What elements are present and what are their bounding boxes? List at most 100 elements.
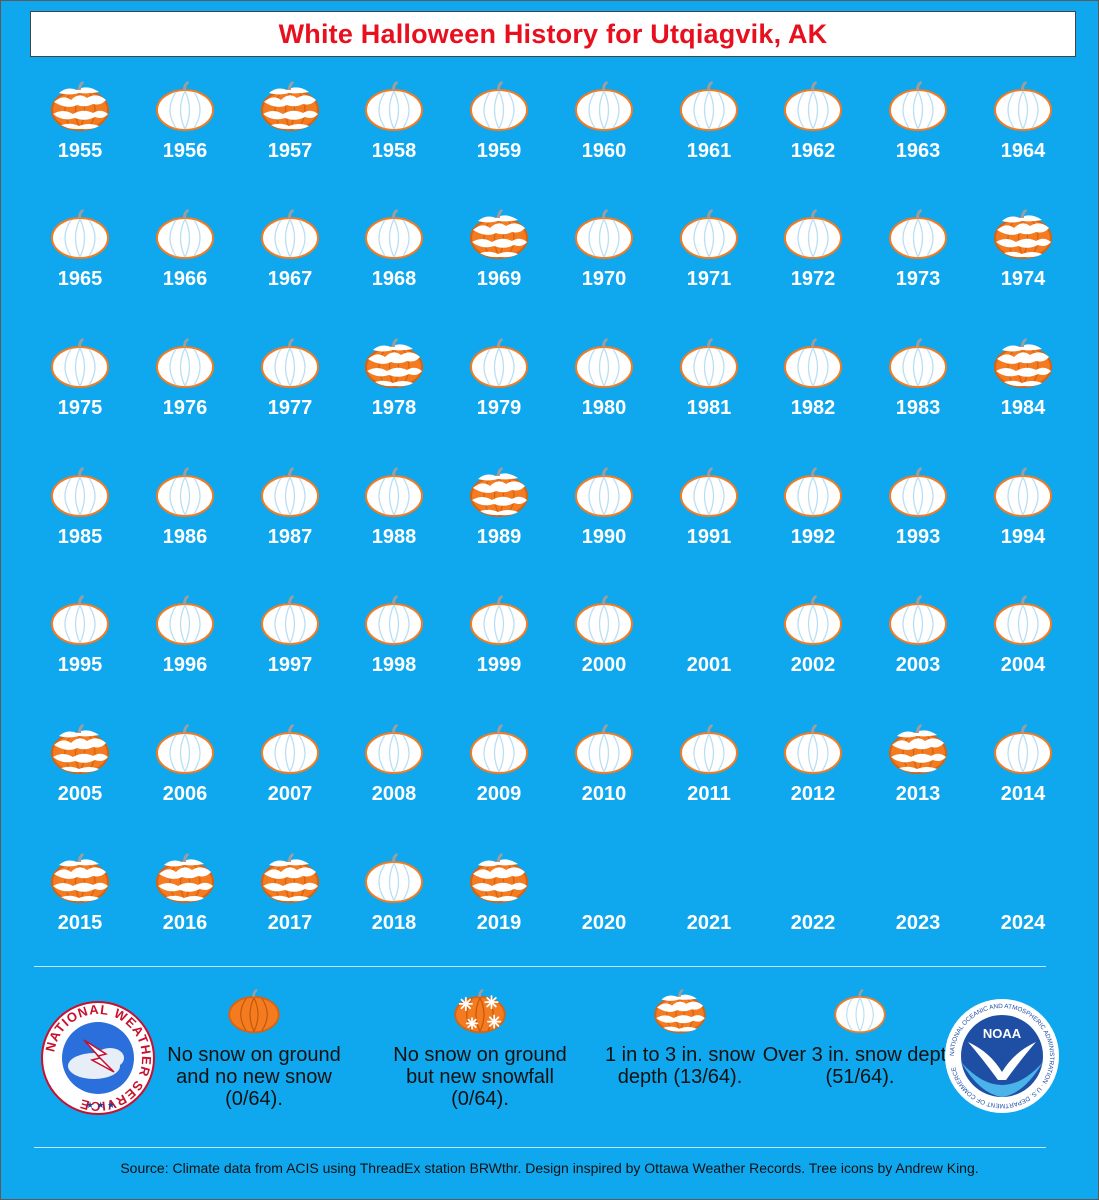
- legend-label: 1 in to 3 in. snow depth (13/64).: [604, 1044, 756, 1088]
- pumpkin-white-icon: [470, 338, 528, 388]
- pumpkin-orange-icon: [228, 988, 280, 1034]
- pumpkin-partial-snow-icon: [51, 724, 109, 774]
- pumpkin-white-icon: [834, 988, 886, 1034]
- year-label: 2004: [1000, 654, 1046, 676]
- pumpkin-white-icon: [575, 209, 633, 259]
- noaa-logo: NOAA NATIONAL OCEANIC AND ATMOSPHERIC AD…: [944, 998, 1060, 1114]
- year-label: 1984: [1000, 397, 1046, 419]
- year-label: 1979: [476, 397, 522, 419]
- year-cell: 2011: [659, 723, 759, 833]
- year-cell: 1991: [659, 466, 759, 576]
- year-cell: 2023: [868, 852, 968, 962]
- year-label: 2008: [371, 783, 417, 805]
- year-cell: 1993: [868, 466, 968, 576]
- year-cell: 1983: [868, 337, 968, 447]
- pumpkin-white-icon: [784, 209, 842, 259]
- year-cell: 1961: [659, 80, 759, 190]
- year-label: 1960: [581, 140, 627, 162]
- pumpkin-white-icon: [680, 724, 738, 774]
- year-label: 1972: [790, 268, 836, 290]
- year-label: 1998: [371, 654, 417, 676]
- year-cell: 2017: [240, 852, 340, 962]
- year-label: 1980: [581, 397, 627, 419]
- year-cell: 1980: [554, 337, 654, 447]
- pumpkin-white-icon: [365, 595, 423, 645]
- pumpkin-white-icon: [51, 467, 109, 517]
- year-cell: 1989: [449, 466, 549, 576]
- year-label: 1968: [371, 268, 417, 290]
- year-label: 1961: [686, 140, 732, 162]
- pumpkin-white-icon: [889, 467, 947, 517]
- year-cell: 1964: [973, 80, 1073, 190]
- year-cell: 2004: [973, 594, 1073, 704]
- pumpkin-white-icon: [156, 338, 214, 388]
- year-label: 1988: [371, 526, 417, 548]
- year-label: 1969: [476, 268, 522, 290]
- legend-label: No snow on ground and no new snow (0/64)…: [167, 1044, 341, 1110]
- legend-label: Over 3 in. snow depth (51/64).: [762, 1044, 958, 1088]
- year-label: 2014: [1000, 783, 1046, 805]
- pumpkin-white-icon: [365, 81, 423, 131]
- pumpkin-white-icon: [156, 209, 214, 259]
- year-label: 2006: [162, 783, 208, 805]
- year-label: 2021: [686, 912, 732, 934]
- year-label: 2017: [267, 912, 313, 934]
- year-label: 1974: [1000, 268, 1046, 290]
- year-cell: 2018: [344, 852, 444, 962]
- year-cell: 1972: [763, 208, 863, 318]
- pumpkin-white-icon: [784, 81, 842, 131]
- year-label: 1986: [162, 526, 208, 548]
- year-cell: 1960: [554, 80, 654, 190]
- pumpkin-white-icon: [994, 81, 1052, 131]
- year-label: 1963: [895, 140, 941, 162]
- year-label: 1985: [57, 526, 103, 548]
- pumpkin-partial-snow-icon: [156, 853, 214, 903]
- year-cell: 1962: [763, 80, 863, 190]
- pumpkin-white-icon: [575, 467, 633, 517]
- pumpkin-white-icon: [575, 81, 633, 131]
- year-cell: 2006: [135, 723, 235, 833]
- pumpkin-white-icon: [156, 595, 214, 645]
- pumpkin-white-icon: [680, 209, 738, 259]
- year-label: 1992: [790, 526, 836, 548]
- pumpkin-white-icon: [889, 209, 947, 259]
- year-cell: 1956: [135, 80, 235, 190]
- year-label: 1990: [581, 526, 627, 548]
- pumpkin-white-icon: [889, 595, 947, 645]
- pumpkin-white-icon: [575, 338, 633, 388]
- year-cell: 1978: [344, 337, 444, 447]
- year-label: 1994: [1000, 526, 1046, 548]
- pumpkin-white-icon: [575, 595, 633, 645]
- year-label: 1959: [476, 140, 522, 162]
- year-cell: 1955: [30, 80, 130, 190]
- year-label: 1991: [686, 526, 732, 548]
- year-cell: 1988: [344, 466, 444, 576]
- pumpkin-white-icon: [261, 595, 319, 645]
- year-label: 2002: [790, 654, 836, 676]
- year-cell: 2014: [973, 723, 1073, 833]
- year-cell: 2001: [659, 594, 759, 704]
- year-label: 1956: [162, 140, 208, 162]
- year-label: 1965: [57, 268, 103, 290]
- year-label: 2003: [895, 654, 941, 676]
- year-cell: 1977: [240, 337, 340, 447]
- year-cell: 2002: [763, 594, 863, 704]
- year-cell: 2012: [763, 723, 863, 833]
- year-cell: 2015: [30, 852, 130, 962]
- noaa-logo-text: NOAA: [983, 1026, 1022, 1041]
- pumpkin-white-icon: [51, 595, 109, 645]
- pumpkin-white-icon: [784, 595, 842, 645]
- pumpkin-white-icon: [470, 595, 528, 645]
- year-label: 1993: [895, 526, 941, 548]
- year-cell: 1982: [763, 337, 863, 447]
- pumpkin-partial-snow-icon: [994, 338, 1052, 388]
- year-label: 1997: [267, 654, 313, 676]
- pumpkin-white-icon: [680, 467, 738, 517]
- year-label: 2010: [581, 783, 627, 805]
- year-label: 1995: [57, 654, 103, 676]
- year-cell: 2020: [554, 852, 654, 962]
- year-label: 1989: [476, 526, 522, 548]
- year-cell: 1973: [868, 208, 968, 318]
- year-cell: 2022: [763, 852, 863, 962]
- year-label: 2016: [162, 912, 208, 934]
